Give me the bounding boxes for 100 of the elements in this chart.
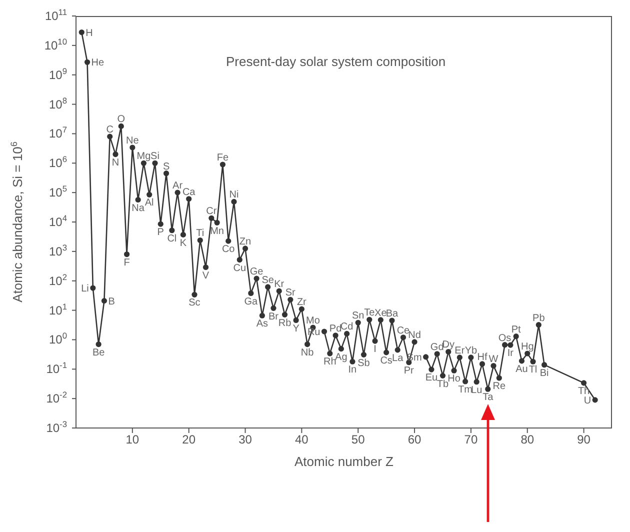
y-tick-label: 10$^{6}$ — [48, 154, 68, 170]
annotation: Mn — [210, 226, 224, 237]
annotation: Be — [92, 347, 106, 358]
y-tick-label: 10$^{-1}$ — [46, 360, 68, 376]
x-tick-label: 90 — [577, 432, 591, 447]
annotation: Se — [262, 274, 274, 286]
annotation: W — [488, 354, 499, 365]
annotation: As — [256, 318, 268, 330]
y-tick-label: 10$^{-3}$ — [46, 419, 68, 435]
x-axis-title: Atomic number Z — [294, 454, 394, 469]
annotation: Rh — [323, 356, 336, 368]
annotation: F — [124, 257, 130, 268]
annotation: Te — [364, 308, 376, 319]
annotation: Sn — [352, 310, 364, 322]
annotation: Y — [292, 323, 300, 334]
annotation: Tm — [458, 384, 473, 396]
annotation: Yb — [464, 345, 478, 356]
x-tick-label: 60 — [408, 432, 422, 447]
y-tick-label: 10$^{3}$ — [48, 242, 68, 258]
annotation: U — [584, 395, 592, 406]
annotation: Br — [268, 311, 280, 322]
annotation: Nd — [408, 330, 421, 341]
y-tick-label: 10$^{-2}$ — [46, 390, 68, 406]
annotation: Na — [132, 202, 145, 214]
annotation: V — [202, 270, 210, 282]
y-tick-label: 10$^{9}$ — [48, 66, 68, 82]
annotation: Ni — [229, 190, 239, 201]
annotation: Bi — [540, 368, 549, 379]
y-tick-label: 10$^{0}$ — [48, 330, 68, 347]
annotation: I — [374, 344, 376, 356]
annotation: Re — [492, 381, 506, 392]
annotation: Os — [498, 332, 512, 344]
annotation: Kr — [274, 279, 285, 290]
x-tick-label: 70 — [464, 432, 478, 447]
annotation: Nb — [300, 347, 314, 358]
annotation: He — [91, 58, 105, 69]
annotation: Ta — [482, 392, 494, 404]
annotation: Sb — [358, 358, 370, 369]
text: Present-day solar system composition — [226, 54, 446, 69]
annotation: Co — [222, 244, 236, 256]
annotation: Al — [144, 198, 154, 209]
annotation: Fe — [216, 152, 229, 164]
y-tick-label: 10$^{4}$ — [48, 213, 68, 229]
annotation: Ga — [244, 296, 258, 308]
annotation: C — [106, 124, 114, 136]
y-tick-label: 10$^{1}$ — [48, 301, 68, 318]
annotation: Ag — [335, 352, 348, 363]
annotation: Ir — [507, 348, 514, 360]
annotation: Th — [578, 386, 590, 398]
y-tick-label: 10$^{2}$ — [48, 272, 68, 288]
x-tick-label: 10 — [126, 432, 140, 447]
annotation: Ti — [196, 228, 204, 240]
x-tick-label: 80 — [520, 432, 534, 447]
annotation: Si — [150, 151, 160, 162]
annotation: Lu — [471, 384, 482, 396]
annotation: Hf — [477, 352, 488, 363]
annotation: Ho — [448, 374, 461, 385]
annotation: Pb — [532, 312, 546, 324]
annotation: Li — [81, 284, 89, 295]
annotation: H — [86, 28, 93, 39]
annotation: Dy — [442, 340, 454, 351]
annotation: Eu — [425, 372, 438, 384]
x-tick-label: 40 — [295, 432, 309, 447]
annotation: Cu — [233, 262, 246, 274]
annotation: Xe — [374, 308, 388, 319]
annotation: Er — [454, 345, 466, 356]
annotation: B — [108, 296, 116, 308]
annotation: Pd — [329, 323, 342, 334]
annotation: Zn — [239, 236, 252, 248]
y-tick-label: 10$^{8}$ — [48, 95, 68, 112]
x-tick-label: 50 — [351, 432, 366, 447]
y-tick-label: 10$^{10}$ — [44, 36, 68, 52]
x-tick-label: 30 — [238, 432, 252, 447]
annotation: Cl — [167, 233, 177, 244]
annotation: Zr — [296, 297, 308, 308]
annotation: Cs — [380, 356, 392, 367]
annotation: Gd — [430, 342, 444, 353]
annotation: O — [117, 114, 126, 126]
annotation: Ge — [250, 266, 264, 278]
annotation: Mo — [306, 316, 320, 326]
annotation: N — [112, 157, 120, 168]
annotation: Hg — [520, 342, 534, 352]
annotation: K — [180, 238, 187, 249]
y-tick-label: 10$^{11}$ — [44, 7, 68, 23]
annotation: Pr — [404, 365, 415, 376]
annotation: Ne — [126, 136, 140, 146]
y-tick-label: 10$^{5}$ — [48, 184, 68, 200]
annotation: Ce — [396, 325, 410, 336]
annotation: In — [348, 364, 357, 376]
annotation: Mg — [136, 151, 151, 162]
annotation: Rb — [278, 318, 292, 329]
x-tick-label: 20 — [182, 432, 196, 447]
annotation: Tb — [436, 378, 450, 390]
annotation: Sc — [188, 298, 200, 309]
y-tick-label: 10$^{7}$ — [48, 124, 68, 141]
annotation: Tl — [528, 364, 538, 376]
annotation: Ar — [172, 180, 184, 192]
annotation: Ba — [386, 308, 399, 320]
annotation: S — [162, 161, 170, 172]
annotation: Cr — [206, 206, 218, 218]
